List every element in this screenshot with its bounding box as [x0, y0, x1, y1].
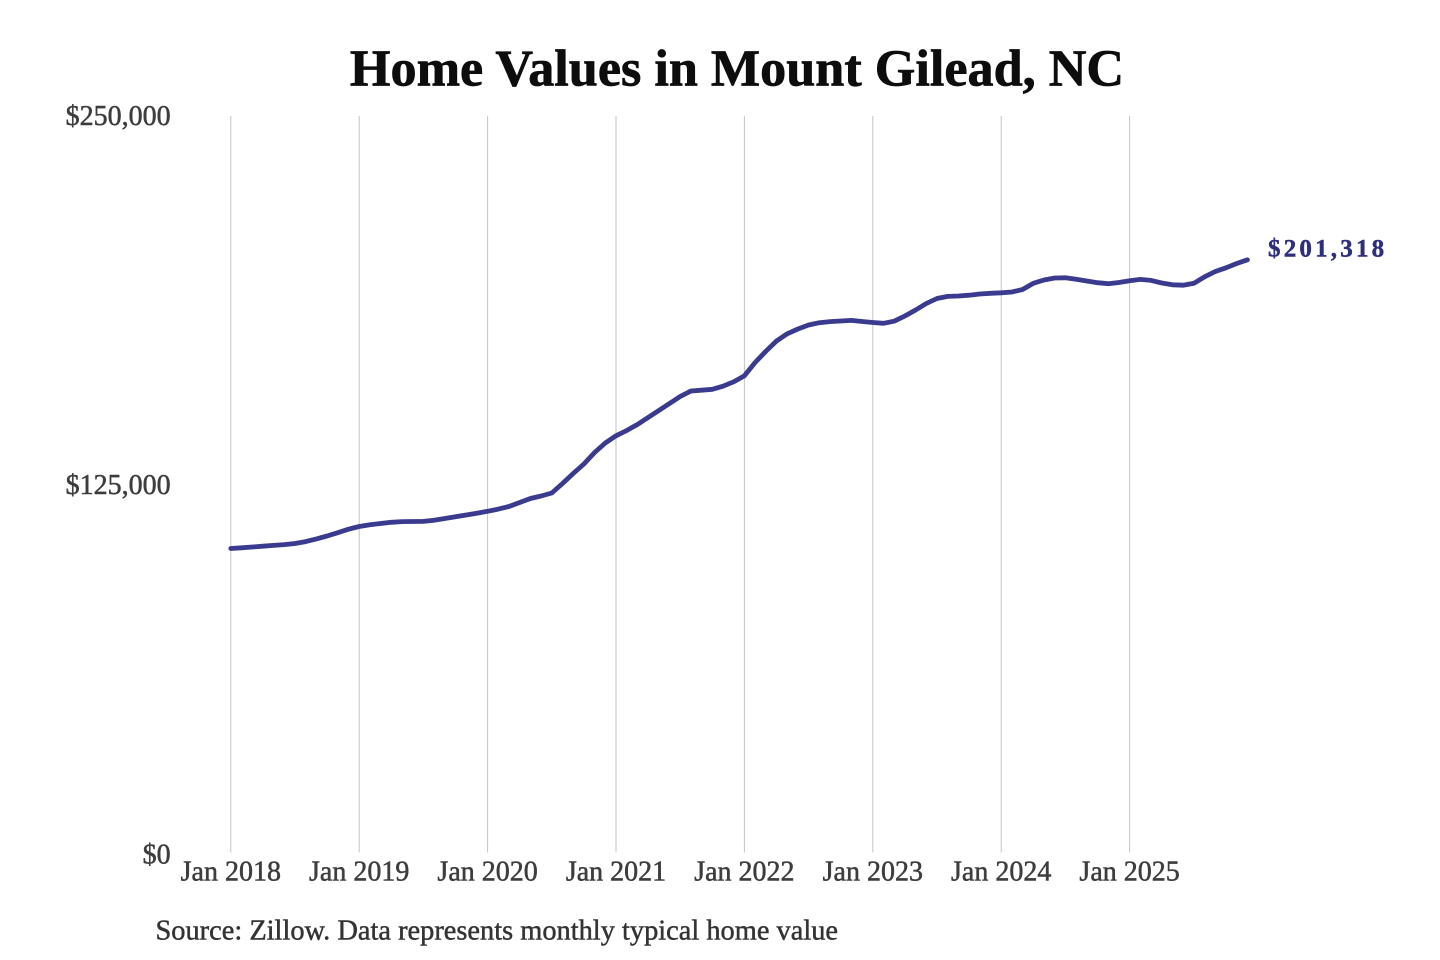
- svg-text:Jan 2019: Jan 2019: [309, 857, 409, 888]
- svg-text:$0: $0: [143, 840, 171, 871]
- svg-text:Jan 2022: Jan 2022: [694, 857, 794, 888]
- svg-text:$125,000: $125,000: [66, 470, 171, 501]
- svg-text:$201,318: $201,318: [1268, 236, 1387, 263]
- svg-text:Jan 2020: Jan 2020: [437, 857, 537, 888]
- svg-text:Jan 2023: Jan 2023: [823, 857, 923, 888]
- svg-text:Jan 2018: Jan 2018: [181, 857, 281, 888]
- svg-text:$250,000: $250,000: [66, 101, 171, 132]
- svg-text:Source: Zillow. Data represent: Source: Zillow. Data represents monthly …: [156, 916, 839, 947]
- svg-text:Jan 2025: Jan 2025: [1079, 857, 1179, 888]
- svg-text:Jan 2021: Jan 2021: [566, 857, 666, 888]
- svg-text:Jan 2024: Jan 2024: [951, 857, 1051, 888]
- svg-text:Home Values in Mount Gilead, N: Home Values in Mount Gilead, NC: [350, 40, 1124, 98]
